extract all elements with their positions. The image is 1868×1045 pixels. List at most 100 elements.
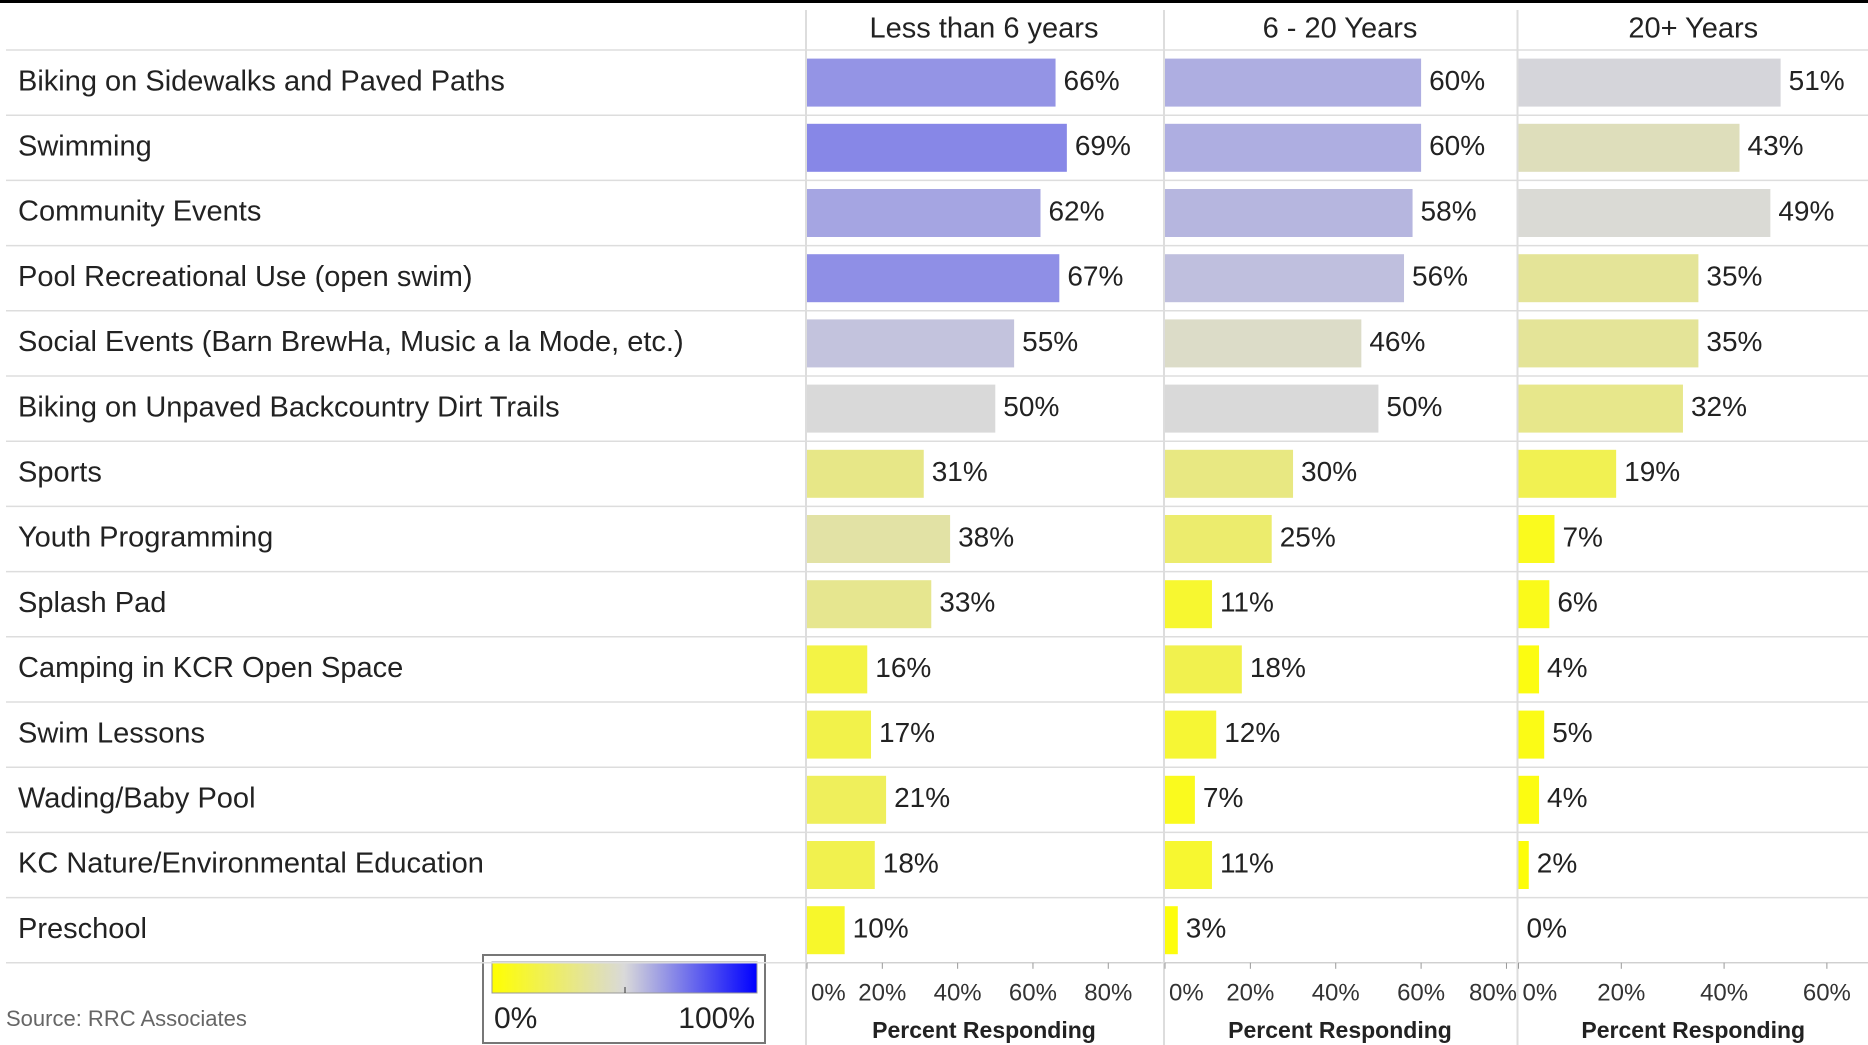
value-label: 35% [1706,326,1762,357]
x-tick-label: 20% [1226,979,1274,1006]
x-tick-label: 60% [1397,979,1445,1006]
value-label: 62% [1048,195,1104,226]
category-label: Youth Programming [18,522,273,554]
value-label: 5% [1552,717,1592,748]
x-tick-label: 80% [1084,979,1132,1006]
value-label: 4% [1547,652,1587,683]
category-label: Swim Lessons [18,717,205,749]
value-label: 60% [1429,65,1485,96]
bar [1165,254,1405,303]
value-label: 2% [1537,847,1577,878]
value-label: 0% [1527,913,1567,944]
value-label: 30% [1301,456,1357,487]
x-tick-label: 0% [1169,979,1204,1006]
value-label: 7% [1562,521,1602,552]
bar [1518,319,1699,368]
value-label: 55% [1022,326,1078,357]
bar [1165,384,1379,433]
value-label: 50% [1003,391,1059,422]
value-label: 18% [883,847,939,878]
category-label: Camping in KCR Open Space [18,652,403,684]
bar [807,384,996,433]
x-tick-label: 0% [1523,979,1558,1006]
x-tick-label: 20% [1597,979,1645,1006]
category-label: Swimming [18,130,152,162]
bar [1165,775,1195,824]
bar [1165,319,1362,368]
x-tick-label: 40% [1700,979,1748,1006]
x-tick-label: 60% [1009,979,1057,1006]
bar [807,254,1060,303]
value-label: 19% [1624,456,1680,487]
value-label: 50% [1386,391,1442,422]
bar [1518,841,1529,889]
bar [807,123,1067,172]
legend-label: 0% [494,1002,537,1035]
x-tick-label: 40% [1312,979,1360,1006]
value-label: 21% [894,782,950,813]
bar [807,58,1056,107]
bar [807,710,872,759]
category-label: Pool Recreational Use (open swim) [18,261,473,293]
value-label: 69% [1075,130,1131,161]
legend-label: 100% [678,1002,755,1035]
category-label: Wading/Baby Pool [18,782,256,814]
value-label: 35% [1706,261,1762,292]
bar [1518,189,1771,237]
value-label: 66% [1064,65,1120,96]
source: Source: RRC Associates [6,1006,247,1031]
value-label: 11% [1220,587,1274,618]
bar [1165,580,1212,629]
x-tick-label: 60% [1803,979,1851,1006]
x-axis-title: Percent Responding [1228,1017,1452,1043]
top-border [0,0,1868,3]
x-tick-label: 0% [811,979,846,1006]
value-label: 51% [1789,65,1845,96]
bar [1518,449,1617,498]
bar [1165,58,1422,107]
bar [807,841,875,889]
bar [1518,254,1699,303]
bar [1518,645,1540,694]
bar [807,319,1015,368]
bar [807,515,951,563]
value-label: 33% [939,587,995,618]
bar [807,449,924,498]
x-tick-label: 20% [858,979,906,1006]
value-label: 4% [1547,782,1587,813]
value-label: 12% [1224,717,1280,748]
category-label: Biking on Unpaved Backcountry Dirt Trail… [18,391,560,423]
category-label: Sports [18,456,102,488]
value-label: 11% [1220,847,1274,878]
bar [1518,710,1545,759]
category-label: Splash Pad [18,587,166,619]
category-label: Community Events [18,196,261,228]
bar [807,580,932,629]
panel-title: 6 - 20 Years [1263,13,1418,45]
bar [1165,710,1217,759]
bar [1518,384,1683,433]
bar [1165,189,1413,237]
bar [807,189,1041,237]
value-label: 18% [1250,652,1306,683]
x-axis-title: Percent Responding [872,1017,1096,1043]
panel-title: 20+ Years [1628,13,1758,45]
bar [1165,515,1272,563]
category-label: Biking on Sidewalks and Paved Paths [18,65,505,97]
value-label: 49% [1778,195,1834,226]
bar [1518,775,1540,824]
value-label: 58% [1421,195,1477,226]
value-label: 17% [879,717,935,748]
value-label: 56% [1412,261,1468,292]
x-tick-label: 80% [1469,979,1517,1006]
panel-title: Less than 6 years [870,13,1099,45]
value-label: 6% [1557,587,1597,618]
category-label: Social Events (Barn BrewHa, Music a la M… [18,326,684,358]
category-label: Preschool [18,913,147,945]
bar [1165,645,1242,694]
value-label: 3% [1186,913,1226,944]
bar [1518,580,1550,629]
x-axis-title: Percent Responding [1581,1017,1805,1043]
